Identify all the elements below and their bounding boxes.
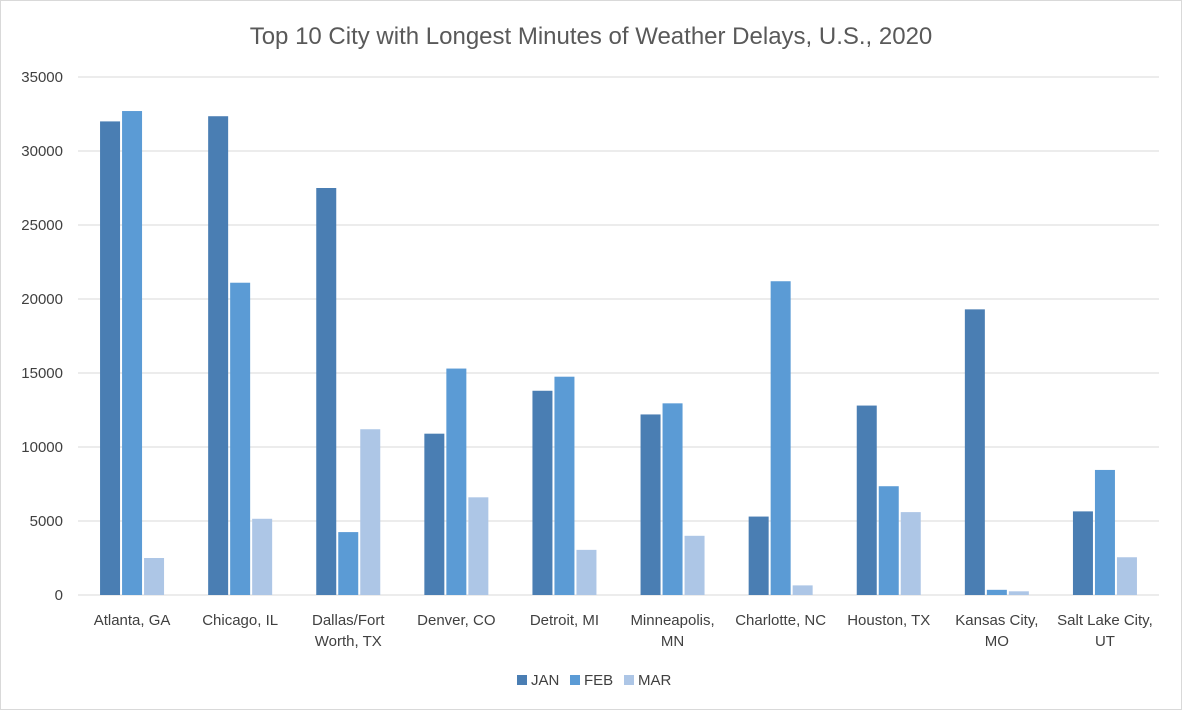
x-category-label: UT bbox=[1095, 633, 1115, 650]
y-tick-label: 5000 bbox=[30, 513, 63, 530]
bar-jan bbox=[532, 390, 553, 595]
x-category-label: Detroit, MI bbox=[530, 612, 599, 629]
bar-mar bbox=[1008, 591, 1029, 595]
x-category-label: Houston, TX bbox=[847, 612, 930, 629]
bar-jan bbox=[748, 516, 769, 595]
x-category-label: MN bbox=[661, 633, 684, 650]
bar-mar bbox=[468, 497, 489, 595]
bar-jan bbox=[640, 414, 661, 595]
x-category-label: Kansas City, bbox=[955, 612, 1038, 629]
bars bbox=[100, 111, 1137, 596]
x-category-label: Worth, TX bbox=[315, 633, 382, 650]
y-axis-ticks: 0 5000 10000 15000 20000 25000 30000 35000 bbox=[21, 69, 63, 604]
x-category-label: MO bbox=[985, 633, 1009, 650]
bar-feb bbox=[230, 282, 251, 595]
bar-mar bbox=[792, 585, 813, 595]
bar-feb bbox=[770, 281, 791, 595]
x-category-label: Denver, CO bbox=[417, 612, 495, 629]
x-category-label: Minneapolis, bbox=[630, 612, 714, 629]
legend-label-feb: FEB bbox=[584, 672, 613, 689]
bar-jan bbox=[316, 188, 337, 595]
legend-label-jan: JAN bbox=[531, 672, 559, 689]
legend: JAN FEB MAR bbox=[517, 672, 672, 689]
y-tick-label: 20000 bbox=[21, 291, 63, 308]
bar-feb bbox=[1094, 469, 1115, 595]
bar-jan bbox=[424, 433, 445, 595]
x-category-label: Dallas/Fort bbox=[312, 612, 385, 629]
bar-jan bbox=[856, 405, 877, 595]
y-tick-label: 0 bbox=[55, 587, 63, 604]
y-tick-label: 30000 bbox=[21, 143, 63, 160]
x-category-label: Charlotte, NC bbox=[735, 612, 826, 629]
bar-feb bbox=[122, 111, 143, 595]
bar-mar bbox=[576, 549, 597, 595]
bar-feb bbox=[446, 368, 467, 595]
legend-swatch-mar bbox=[624, 675, 634, 685]
bar-mar bbox=[144, 558, 165, 595]
bar-mar bbox=[252, 518, 273, 595]
bar-feb bbox=[338, 532, 359, 595]
bar-feb bbox=[662, 403, 683, 595]
bar-jan bbox=[1072, 511, 1093, 595]
y-tick-label: 35000 bbox=[21, 69, 63, 86]
bar-mar bbox=[1116, 557, 1137, 595]
y-tick-label: 15000 bbox=[21, 365, 63, 382]
x-axis-categories: Atlanta, GA Chicago, IL Dallas/Fort Worth, … bbox=[94, 612, 1153, 650]
y-tick-label: 25000 bbox=[21, 217, 63, 234]
x-category-label: Atlanta, GA bbox=[94, 612, 171, 629]
bar-mar bbox=[684, 535, 705, 595]
bar-feb bbox=[878, 486, 899, 595]
y-tick-label: 10000 bbox=[21, 439, 63, 456]
bar-feb bbox=[554, 376, 575, 595]
x-category-label: Salt Lake City, bbox=[1057, 612, 1153, 629]
legend-swatch-feb bbox=[570, 675, 580, 685]
chart-title: Top 10 City with Longest Minutes of Weat… bbox=[250, 23, 933, 50]
bar-feb bbox=[986, 589, 1007, 595]
bar-jan bbox=[100, 121, 121, 596]
bar-mar bbox=[360, 429, 381, 595]
bar-mar bbox=[900, 512, 921, 595]
x-category-label: Chicago, IL bbox=[202, 612, 278, 629]
legend-swatch-jan bbox=[517, 675, 527, 685]
bar-jan bbox=[964, 309, 985, 595]
bar-jan bbox=[208, 116, 229, 595]
legend-label-mar: MAR bbox=[638, 672, 672, 689]
